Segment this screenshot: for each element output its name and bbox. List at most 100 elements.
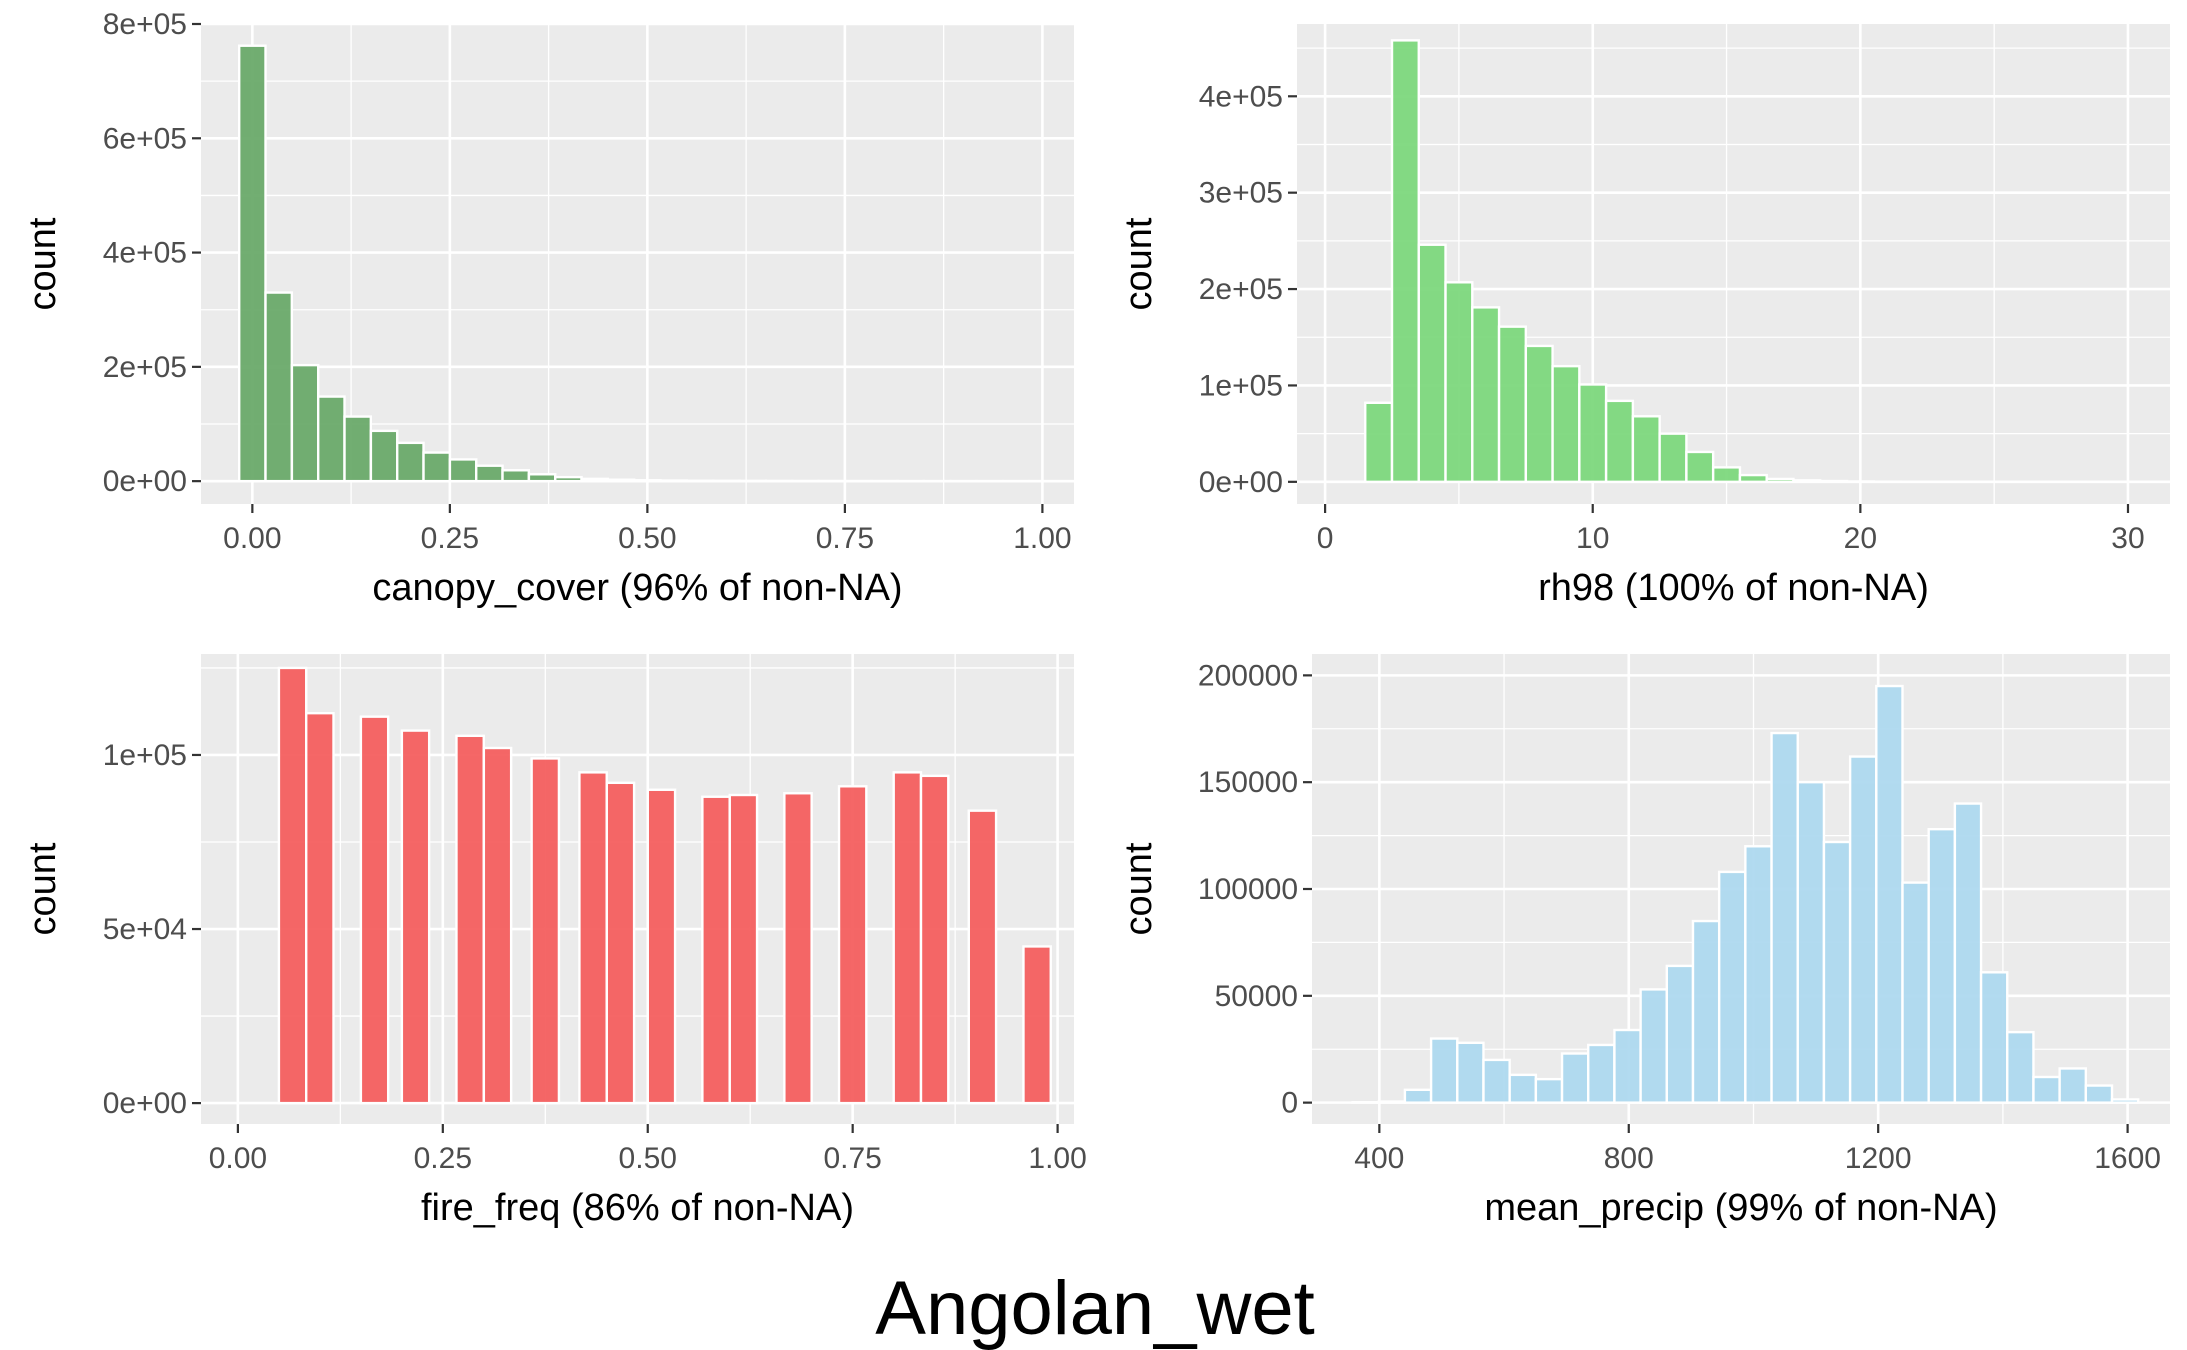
histogram-bar: [448, 458, 478, 483]
x-tick-label: 1600: [2094, 1142, 2161, 1175]
x-tick-label: 0.25: [421, 522, 479, 555]
y-axis-title: count: [1118, 842, 1160, 935]
y-tick-label: 100000: [1198, 873, 1298, 906]
x-axis-title: rh98 (100% of non-NA): [1538, 567, 1929, 609]
x-tick-label: 0.75: [816, 522, 874, 555]
y-tick-label: 6e+05: [103, 122, 187, 155]
y-tick-label: 4e+05: [103, 237, 187, 270]
histogram-bar: [1927, 827, 1957, 1104]
histogram-bar: [1444, 281, 1474, 484]
y-tick-label: 0e+00: [103, 465, 187, 498]
histogram-bar: [1578, 383, 1608, 484]
histogram-bar: [1364, 401, 1394, 484]
x-tick-label: 0.50: [619, 1142, 677, 1175]
histogram-bar: [605, 781, 636, 1105]
x-tick-label: 0.00: [209, 1142, 267, 1175]
histogram-bar: [1770, 731, 1799, 1104]
y-tick-label: 2e+05: [103, 351, 187, 384]
histogram-bar: [277, 666, 308, 1105]
chart-mean-precip: 400 800 1200 1600 0 50000 100000 150000 200000 me…: [1118, 654, 2170, 1229]
y-tick-label: 200000: [1198, 659, 1298, 692]
histogram-bar: [2006, 1030, 2035, 1104]
histogram-bar: [264, 291, 294, 483]
x-tick-label: 1.00: [1028, 1142, 1086, 1175]
histogram-bar: [728, 793, 759, 1105]
histogram-bar: [1560, 1052, 1590, 1104]
histogram-bar: [1471, 306, 1501, 484]
x-tick-label: 20: [1844, 522, 1877, 555]
figure-title: Angolan_wet: [875, 1266, 1314, 1350]
y-tick-label: 0e+00: [103, 1087, 187, 1120]
y-tick-label: 50000: [1215, 980, 1298, 1013]
histogram-bar: [1711, 466, 1742, 484]
x-tick-label: 30: [2111, 522, 2144, 555]
histogram-bar: [1875, 684, 1904, 1104]
histogram-bar: [2084, 1084, 2114, 1104]
x-tick-label: 800: [1604, 1142, 1654, 1175]
histogram-bar: [1497, 325, 1528, 484]
x-tick-label: 0: [1317, 522, 1334, 555]
histogram-bar: [422, 451, 452, 483]
y-axis-title: count: [22, 217, 64, 310]
histogram-bar: [1796, 780, 1826, 1104]
histogram-bar: [2058, 1067, 2088, 1104]
histogram-bar: [1665, 964, 1695, 1104]
y-tick-label: 2e+05: [1199, 273, 1283, 306]
histogram-bar: [783, 792, 813, 1105]
x-tick-label: 1200: [1845, 1142, 1912, 1175]
histogram-bar: [1022, 945, 1052, 1105]
y-tick-label: 0: [1281, 1087, 1298, 1120]
y-tick-label: 8e+05: [103, 8, 187, 41]
histogram-bar: [1587, 1043, 1616, 1104]
histogram-bar: [967, 809, 998, 1105]
y-tick-label: 0e+00: [1199, 466, 1283, 499]
x-tick-label: 1.00: [1013, 522, 1071, 555]
histogram-bar: [580, 477, 610, 483]
histogram-bar: [1551, 364, 1581, 484]
histogram-bar: [1979, 971, 2009, 1104]
histogram-bar: [1717, 870, 1747, 1104]
histogram-bar: [659, 479, 689, 483]
y-tick-label: 3e+05: [1199, 177, 1283, 210]
histogram-bar: [396, 441, 425, 483]
histogram-bar: [1524, 344, 1554, 484]
histogram-bar: [1429, 1037, 1459, 1104]
histogram-bar: [1482, 1058, 1511, 1104]
histogram-bar: [343, 415, 373, 483]
histogram-bar: [501, 469, 531, 483]
x-axis-title: canopy_cover (96% of non-NA): [372, 567, 902, 609]
histogram-bar: [400, 729, 431, 1105]
histogram-bar: [1738, 473, 1768, 484]
histogram-bar: [646, 788, 677, 1105]
y-axis-title: count: [1118, 217, 1160, 310]
x-tick-label: 0.50: [618, 522, 676, 555]
histogram-bar: [1658, 432, 1688, 484]
y-tick-label: 4e+05: [1199, 80, 1283, 113]
histogram-bar: [1613, 1028, 1642, 1104]
histogram-bar: [359, 715, 390, 1105]
histogram-bar: [919, 774, 950, 1105]
histogram-bar: [475, 464, 504, 483]
histogram-bar: [1377, 1100, 1407, 1104]
x-tick-label: 10: [1576, 522, 1609, 555]
histogram-bar: [1390, 39, 1420, 484]
histogram-bar: [1604, 399, 1635, 484]
x-tick-label: 0.75: [823, 1142, 881, 1175]
histogram-bar: [369, 429, 399, 483]
histogram-bar: [701, 795, 731, 1105]
histogram-bar: [1631, 415, 1661, 484]
histogram-bar: [1822, 840, 1852, 1104]
histogram-bar: [1534, 1077, 1564, 1104]
histogram-bar: [1639, 988, 1668, 1104]
histogram-bar: [1848, 755, 1878, 1104]
histogram-bar: [2110, 1098, 2140, 1104]
histogram-bar: [1744, 845, 1773, 1104]
histogram-bar: [237, 44, 267, 483]
histogram-bar: [1403, 1088, 1433, 1104]
histogram-bar: [527, 473, 557, 483]
chart-fire-freq: 0.00 0.25 0.50 0.75 1.00 0e+00 5e+04 1e+05 fire_…: [22, 654, 1087, 1229]
histogram-bar: [578, 771, 608, 1105]
histogram-bar: [1819, 479, 1849, 484]
x-tick-label: 0.00: [223, 522, 281, 555]
